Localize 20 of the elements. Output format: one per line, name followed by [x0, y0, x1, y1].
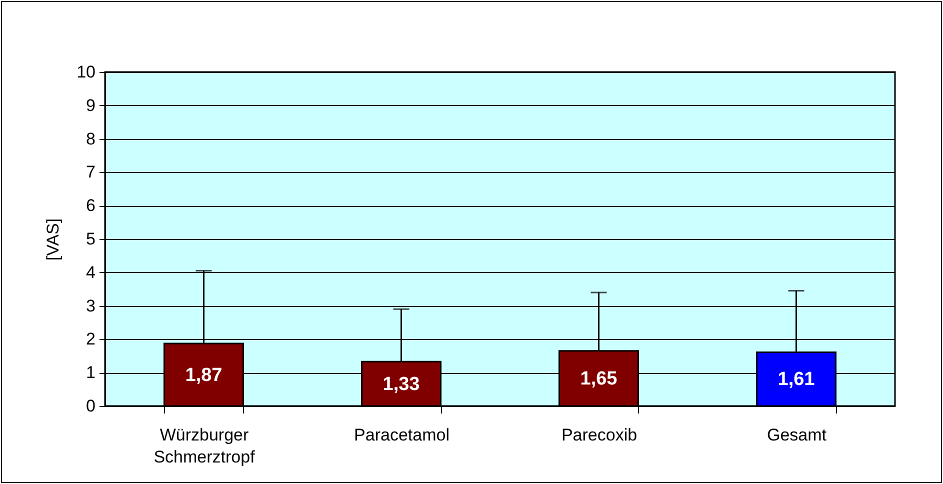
- y-tick-label: 2: [86, 330, 96, 349]
- data-label: 1,61: [778, 369, 816, 390]
- y-tick-label: 6: [86, 196, 96, 216]
- y-tick-label: 10: [76, 62, 96, 82]
- x-tick-label: Parecoxib: [561, 426, 638, 444]
- y-tick-label: 9: [86, 96, 96, 115]
- y-tick-label: 3: [86, 296, 96, 316]
- x-tick-label: Würzburger Schmerztropf: [154, 426, 256, 466]
- x-tick-label: Gesamt: [766, 426, 827, 444]
- data-label: 1,87: [185, 364, 222, 386]
- y-tick-label: 8: [86, 129, 96, 148]
- y-tick-label: 4: [86, 262, 96, 282]
- y-tick-label: 0: [86, 396, 96, 416]
- y-tick-label: 5: [86, 230, 96, 248]
- y-axis-title: [VAS]: [44, 218, 63, 261]
- y-tick-label: 7: [86, 162, 96, 182]
- x-tick-label: Paracetamol: [354, 426, 450, 444]
- data-label: 1,65: [580, 368, 618, 390]
- y-tick-label: 1: [86, 363, 96, 382]
- data-label: 1,33: [382, 374, 420, 395]
